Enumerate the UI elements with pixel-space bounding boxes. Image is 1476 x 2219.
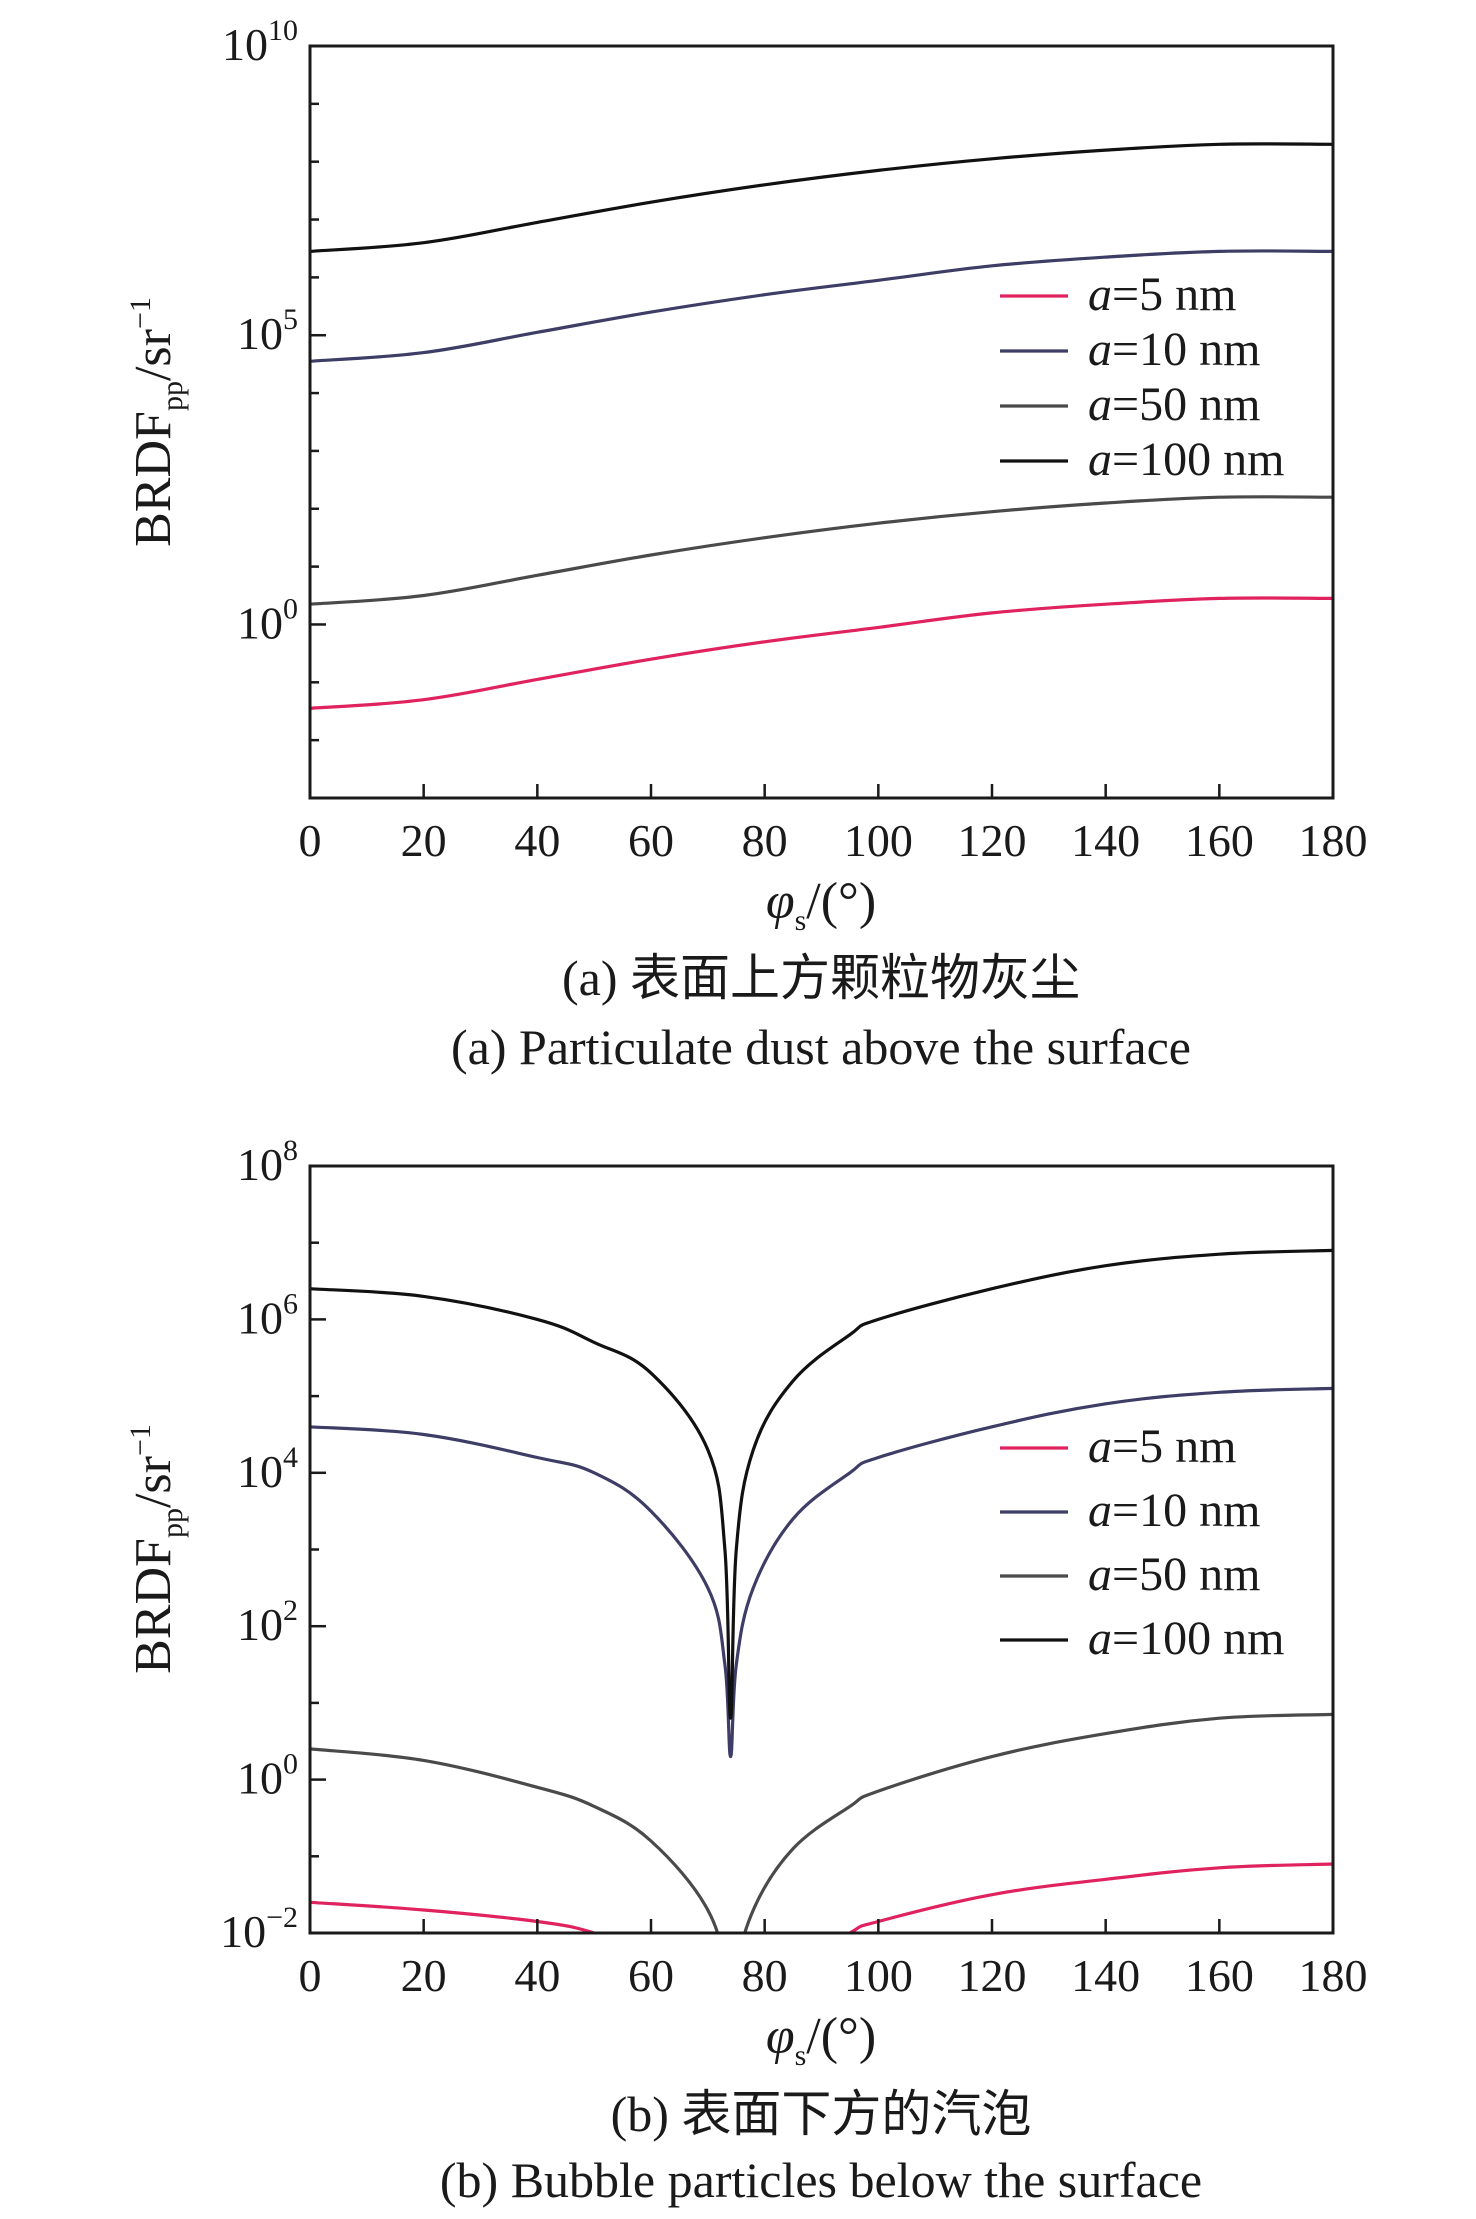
chart-b-series-lines: [310, 1248, 1333, 1933]
chart-b-y-ticks: 10−2 100 102 104 106 108: [220, 1134, 326, 1957]
y-tick-label: 1010: [222, 14, 298, 70]
series-line-a-50-nm: [310, 495, 1333, 606]
x-tick-label: 180: [1299, 815, 1368, 866]
x-tick-label: 140: [1071, 1950, 1140, 2001]
chart-a-legend: a=5 nma=10 nma=50 nma=100 nm: [1000, 268, 1284, 486]
chart-a-y-ticks: 100 105 1010: [222, 14, 326, 800]
chart-b-x-axis-label: φs/(°): [766, 2008, 876, 2072]
series-line-a-10-nm: [310, 249, 1333, 363]
chart-a-y-axis-label: BRDFpp/sr−1: [124, 297, 189, 547]
x-tick-label: 120: [958, 1950, 1027, 2001]
y-tick-label: 10−2: [220, 1901, 298, 1957]
x-tick-label: 60: [628, 1950, 674, 2001]
series-line-a-50-nm: [310, 1712, 1333, 1933]
y-tick-label: 106: [237, 1287, 298, 1343]
chart-b-caption-zh: (b) 表面下方的汽泡: [611, 2086, 1032, 2142]
x-tick-label: 60: [628, 815, 674, 866]
y-tick-label: 104: [237, 1441, 298, 1497]
chart-b-x-ticks: 0 20 40 60 80 100 120 140 160 180: [299, 1919, 1368, 2001]
legend-label: a=5 nm: [1088, 268, 1236, 321]
x-tick-label: 40: [514, 1950, 560, 2001]
chart-b-caption-en: (b) Bubble particles below the surface: [440, 2152, 1202, 2208]
series-line-a-10-nm: [310, 1386, 1333, 1759]
series-line-a-100-nm: [310, 142, 1333, 253]
x-tick-label: 0: [299, 815, 322, 866]
x-tick-label: 160: [1185, 815, 1254, 866]
chart-a-x-ticks: 0 20 40 60 80 100 120 140 160 180: [299, 784, 1368, 866]
series-line-a-5-nm: [310, 596, 1333, 710]
legend-label: a=50 nm: [1088, 1548, 1260, 1601]
x-tick-label: 140: [1071, 815, 1140, 866]
x-tick-label: 180: [1299, 1950, 1368, 2001]
y-tick-label: 102: [237, 1594, 298, 1650]
legend-label: a=10 nm: [1088, 323, 1260, 376]
chart-b-y-axis-label: BRDFpp/sr−1: [124, 1424, 189, 1674]
legend-label: a=5 nm: [1088, 1420, 1236, 1473]
legend-label: a=10 nm: [1088, 1484, 1260, 1537]
x-tick-label: 80: [742, 1950, 788, 2001]
chart-b-legend: a=5 nm a=10 nm a=50 nm a=100 nm: [1000, 1420, 1284, 1665]
chart-a-plot-frame: [308, 44, 1335, 800]
legend-label: a=100 nm: [1088, 1612, 1284, 1665]
chart-a-x-axis-label: φs/(°): [766, 873, 876, 937]
x-tick-label: 160: [1185, 1950, 1254, 2001]
legend-label: a=50 nm: [1088, 378, 1260, 431]
x-tick-label: 100: [844, 1950, 913, 2001]
chart-panel-b: 0 20 40 60 80 100 120 140 160 180 10−210010210410…: [124, 1134, 1368, 2208]
chart-a-caption-zh: (a) 表面上方颗粒物灰尘: [562, 950, 1080, 1006]
x-tick-label: 40: [514, 815, 560, 866]
x-tick-label: 100: [844, 815, 913, 866]
series-line-a-100-nm: [310, 1248, 1333, 1720]
y-tick-label: 100: [237, 592, 298, 648]
y-tick-label: 100: [237, 1748, 298, 1804]
series-line-a-5-nm: [310, 1862, 1333, 1933]
x-tick-label: 120: [958, 815, 1027, 866]
x-tick-label: 20: [401, 815, 447, 866]
chart-a-series-lines: [310, 142, 1333, 710]
chart-a-caption-en: (a) Particulate dust above the surface: [451, 1019, 1191, 1075]
x-tick-label: 20: [401, 1950, 447, 2001]
legend-label: a=100 nm: [1088, 433, 1284, 486]
chart-panel-a: 0 20 40 60 80 100 120 140 160 180 100 105 1010 φs/(…: [124, 14, 1368, 1075]
x-tick-label: 80: [742, 815, 788, 866]
y-tick-label: 105: [237, 303, 298, 359]
y-tick-label: 108: [237, 1134, 298, 1190]
x-tick-label: 0: [299, 1950, 322, 2001]
